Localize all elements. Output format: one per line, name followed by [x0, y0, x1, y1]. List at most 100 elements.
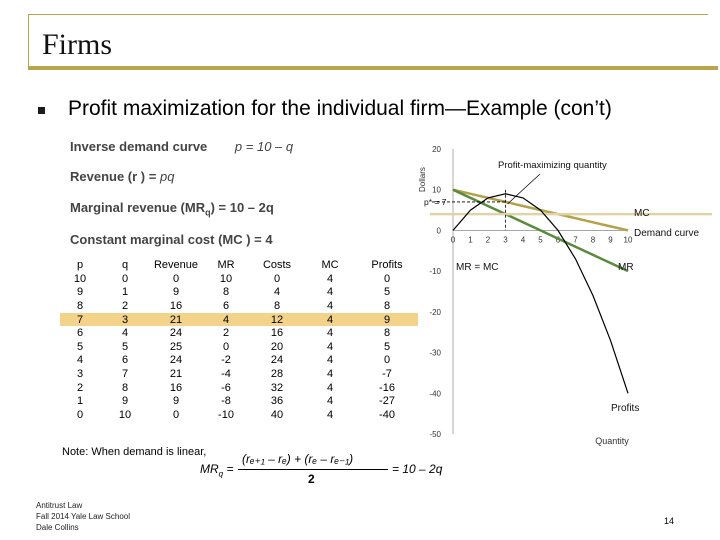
table-cell: 3: [100, 312, 150, 327]
table-cell: 8: [383, 327, 391, 340]
mr-eq-mc-annotation: MR = MC: [456, 262, 499, 273]
table-row: 5 5 25 0 20 4 5: [60, 340, 418, 354]
table-cell: -16: [379, 381, 395, 394]
table-cell: 16: [169, 299, 183, 312]
table-cell: 1: [76, 395, 84, 408]
table-cell: 0: [383, 272, 391, 285]
table-cell: 1: [121, 286, 129, 299]
table-cell: -27: [379, 395, 395, 408]
table-cell: -40: [379, 408, 395, 421]
table-cell: -6: [221, 381, 231, 394]
table-cell: 10: [118, 408, 132, 421]
footer-line: Fall 2014 Yale Law School: [36, 512, 130, 521]
table-cell: 4: [76, 354, 84, 367]
frame-left-line: [28, 14, 29, 66]
table-cell: 9: [121, 395, 129, 408]
table-cell: 5: [121, 340, 129, 353]
table-cell: 4: [326, 367, 334, 380]
table-cell: 16: [169, 381, 183, 394]
table-row: 3 7 21 -4 28 4 -7: [60, 367, 418, 381]
note-text: Note: When demand is linear,: [62, 446, 207, 458]
series-line-mr: [452, 188, 629, 273]
table-body: 10 0 0 10 0 4 0 9 1 9 8 4 4 5 8 2 16 6 8 4 8 7 3 21 4 12 4 9 6 4 24 2 16…: [60, 272, 418, 422]
table-cell: 2: [76, 381, 84, 394]
y-tick-label: -20: [429, 308, 441, 317]
table-cell: 9: [172, 395, 180, 408]
chart-series: [430, 173, 712, 394]
table-row: 6 4 24 2 16 4 8: [60, 326, 418, 340]
table-cell: 0: [383, 354, 391, 367]
table-cell: 8: [76, 299, 84, 312]
table-cell: 6: [222, 299, 230, 312]
column-header: Revenue: [153, 259, 199, 271]
table-row: 2 8 16 -6 32 4 -16: [60, 381, 418, 395]
table-cell: 3: [76, 367, 84, 380]
x-tick-label: 8: [591, 235, 596, 244]
data-table: p q Revenue MR Costs MC Profits 10 0 0 10 0 4…: [60, 258, 418, 422]
table-cell: -10: [218, 408, 234, 421]
column-header: q: [121, 259, 129, 271]
x-tick-label: 5: [538, 235, 543, 244]
x-axis-label: Quantity: [595, 436, 629, 446]
table-cell: 21: [150, 312, 202, 327]
table-cell: 8: [222, 286, 230, 299]
table-cell: 0: [76, 408, 84, 421]
table-cell: 4: [326, 408, 334, 421]
table-cell: 9: [76, 286, 84, 299]
table-cell: 20: [270, 340, 284, 353]
y-tick-label: 10: [432, 186, 441, 195]
slide-title: Firms: [42, 28, 113, 61]
table-cell: 21: [169, 367, 183, 380]
profits-annotation: Profits: [611, 403, 639, 414]
table-cell: 24: [169, 327, 183, 340]
y-tick-label: -30: [429, 349, 441, 358]
table-cell: 10: [219, 272, 233, 285]
table-cell: 4: [202, 312, 250, 327]
table-cell: 5: [76, 340, 84, 353]
table-cell: 7: [60, 312, 100, 327]
table-cell: 8: [273, 299, 281, 312]
table-cell: 25: [169, 340, 183, 353]
mc-annotation: MC: [634, 208, 650, 219]
table-cell: 4: [326, 395, 334, 408]
table-cell: 10: [73, 272, 87, 285]
table-cell: 16: [270, 327, 284, 340]
table-cell: 4: [326, 354, 334, 367]
demand-annotation: Demand curve: [634, 228, 699, 239]
table-cell: 36: [270, 395, 284, 408]
table-row: 1 9 9 -8 36 4 -27: [60, 394, 418, 408]
x-tick-label: 4: [521, 235, 526, 244]
table-cell: 4: [121, 327, 129, 340]
footer-line: Dale Collins: [36, 523, 79, 532]
table-cell: 4: [326, 286, 334, 299]
table-cell: 0: [172, 408, 180, 421]
table-cell: 4: [326, 299, 334, 312]
table-row: 7 3 21 4 12 4 9: [60, 312, 418, 327]
y-tick-label: -40: [429, 389, 441, 398]
table-cell: 2: [222, 327, 230, 340]
x-tick-label: 3: [503, 235, 508, 244]
chart-labels: Profit-maximizing quantity p* = 7 MR = MC M…: [424, 160, 699, 414]
formula-lhs: MRq =: [200, 462, 234, 479]
annotation-pointer-line: [507, 173, 541, 205]
table-cell: 0: [222, 340, 230, 353]
marginal-revenue-eq: Marginal revenue (MRq) = 10 – 2q: [70, 200, 274, 218]
footer: Antitrust Law Fall 2014 Yale Law School …: [36, 500, 130, 533]
inverse-demand-eq: Inverse demand curve p = 10 – q: [70, 139, 294, 154]
formula-numerator: (rₑ₊₁ – rₑ) + (rₑ – rₑ₋₁): [242, 452, 354, 466]
table-row: 0 10 0 -10 40 4 -40: [60, 408, 418, 422]
frame-top-line: [28, 14, 708, 15]
column-header: MC: [321, 259, 339, 271]
table-cell: -8: [221, 395, 231, 408]
x-tick-label: 10: [624, 235, 633, 244]
table-header-row: p q Revenue MR Costs MC Profits: [60, 258, 418, 272]
x-tick-label: 7: [573, 235, 578, 244]
x-tick-label: 2: [486, 235, 491, 244]
table-cell: 0: [273, 272, 281, 285]
fraction-bar: [238, 469, 388, 470]
table-cell: 9: [356, 312, 418, 327]
table-cell: 0: [172, 272, 180, 285]
table-cell: 4: [326, 340, 334, 353]
table-cell: 4: [304, 312, 356, 327]
